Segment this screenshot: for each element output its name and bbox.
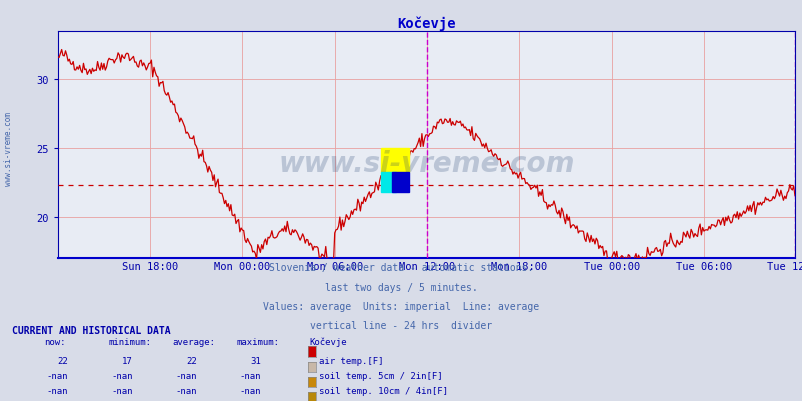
Bar bbox=[380, 149, 408, 173]
Text: CURRENT AND HISTORICAL DATA: CURRENT AND HISTORICAL DATA bbox=[12, 325, 171, 335]
Text: 17: 17 bbox=[122, 356, 132, 365]
Text: -nan: -nan bbox=[47, 386, 68, 395]
Text: -nan: -nan bbox=[239, 386, 261, 395]
Text: air temp.[F]: air temp.[F] bbox=[318, 356, 383, 365]
Text: Values: average  Units: imperial  Line: average: Values: average Units: imperial Line: av… bbox=[263, 301, 539, 311]
Text: Slovenia / weather data - automatic stations.: Slovenia / weather data - automatic stat… bbox=[269, 263, 533, 273]
Text: www.si-vreme.com: www.si-vreme.com bbox=[277, 150, 574, 178]
Bar bbox=[391, 173, 408, 193]
Text: 22: 22 bbox=[186, 356, 196, 365]
Title: Kočevje: Kočevje bbox=[396, 16, 456, 31]
Text: 22: 22 bbox=[58, 356, 68, 365]
Text: -nan: -nan bbox=[239, 371, 261, 380]
Text: -nan: -nan bbox=[175, 371, 196, 380]
Text: 31: 31 bbox=[250, 356, 261, 365]
Text: -nan: -nan bbox=[111, 386, 132, 395]
Text: Kočevje: Kočevje bbox=[309, 337, 346, 346]
Text: maximum:: maximum: bbox=[237, 337, 280, 346]
Text: -nan: -nan bbox=[47, 371, 68, 380]
Text: minimum:: minimum: bbox=[108, 337, 152, 346]
Text: -nan: -nan bbox=[175, 386, 196, 395]
Text: www.si-vreme.com: www.si-vreme.com bbox=[3, 111, 13, 185]
Text: soil temp. 5cm / 2in[F]: soil temp. 5cm / 2in[F] bbox=[318, 371, 442, 380]
Text: -nan: -nan bbox=[111, 371, 132, 380]
Text: last two days / 5 minutes.: last two days / 5 minutes. bbox=[325, 282, 477, 292]
Text: vertical line - 24 hrs  divider: vertical line - 24 hrs divider bbox=[310, 320, 492, 330]
Text: average:: average: bbox=[172, 337, 216, 346]
Text: soil temp. 10cm / 4in[F]: soil temp. 10cm / 4in[F] bbox=[318, 386, 448, 395]
Text: now:: now: bbox=[44, 337, 66, 346]
Bar bbox=[380, 173, 395, 193]
